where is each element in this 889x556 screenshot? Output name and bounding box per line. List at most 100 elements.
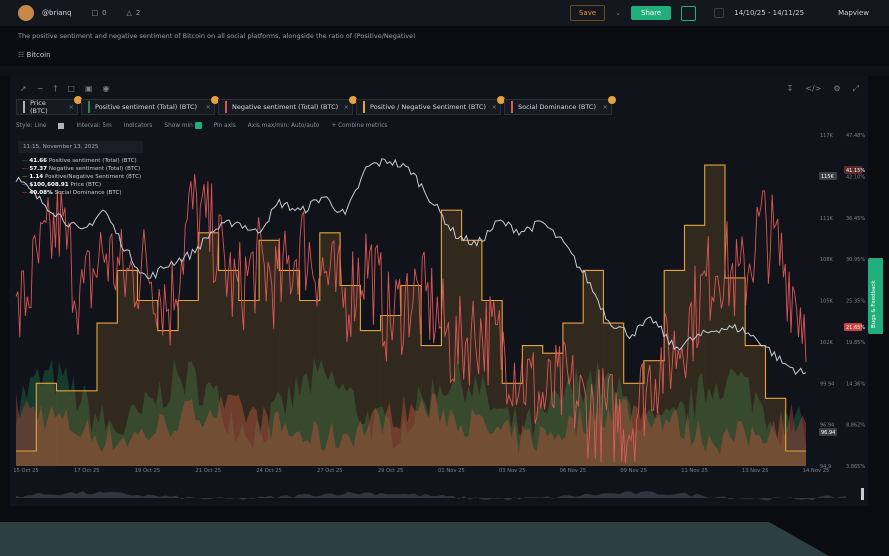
indicators-select[interactable]: Indicators <box>123 122 153 129</box>
settings-icon[interactable]: ⚙ <box>833 84 841 93</box>
interval-select[interactable]: Interval: 5m <box>76 122 112 129</box>
metric-tab-negative[interactable]: Negative sentiment (Total) (BTC) × <box>218 96 357 115</box>
chart-toolbar: ➚ − † □ ▣ ◉ <box>20 84 110 93</box>
x-tick-label: 14 Nov 25 <box>803 468 830 474</box>
metric-tabs: Price (BTC) × Positive sentiment (Total) … <box>16 96 616 115</box>
date-range[interactable]: 14/10/25 - 14/11/25 <box>734 9 805 17</box>
metric-badge <box>349 96 357 104</box>
ratio-step-fill <box>745 345 766 466</box>
pin-icon[interactable]: † <box>53 84 58 93</box>
embed-icon[interactable]: </> <box>805 84 822 93</box>
ratio-step-fill <box>400 285 422 466</box>
ratio-step-fill <box>279 270 300 466</box>
metric-color-bar <box>23 101 25 113</box>
metric-badge <box>74 96 82 104</box>
show-min-toggle[interactable]: Show min <box>164 122 202 129</box>
close-icon[interactable]: × <box>343 103 349 111</box>
tooltip-row: — 1.14 Positive/Negative Sentiment (BTC) <box>22 174 142 180</box>
pin-axis-toggle[interactable]: Pin axis <box>213 122 236 129</box>
ratio-step-fill <box>117 270 138 466</box>
ratio-step-fill <box>340 285 361 466</box>
metric-settings: Style: Line Interval: 5m Indicators Show… <box>16 122 387 129</box>
ratio-step-fill <box>441 210 462 466</box>
metric-color-bar <box>511 101 513 113</box>
price-line <box>15 158 807 376</box>
price-low-badge-bg <box>819 428 837 436</box>
style-select[interactable]: Style: Line <box>16 122 47 129</box>
ratio-step-fill <box>664 270 685 466</box>
combine-metrics-button[interactable]: + Combine metrics <box>331 122 388 129</box>
axis-range-select[interactable]: Axis max/min: Auto/auto <box>247 122 320 129</box>
metric-badge <box>608 96 616 104</box>
metric-tab-dominance[interactable]: Social Dominance (BTC) × <box>504 96 616 115</box>
eye-icon[interactable]: ◉ <box>102 84 110 93</box>
horizontal-line-icon[interactable]: − <box>36 84 44 93</box>
link-icon[interactable] <box>681 5 697 21</box>
price-tick-label: 105K <box>820 299 834 305</box>
x-tick-label: 24 Oct 25 <box>256 468 281 474</box>
metric-tab-positive[interactable]: Positive sentiment (Total) (BTC) × <box>81 96 219 115</box>
ratio-step-fill <box>16 451 37 466</box>
top-bar: @brianq □ 0 △ 2 Save ⌄ Share 14/10/25 - 14… <box>0 0 889 26</box>
metric-tab-price[interactable]: Price (BTC) × <box>16 96 82 115</box>
chevron-down-icon[interactable]: ⌄ <box>615 9 622 17</box>
x-tick-label: 06 Nov 25 <box>560 468 587 474</box>
image-icon[interactable]: ▣ <box>84 84 93 93</box>
ratio-step-fill <box>380 315 401 466</box>
username[interactable]: @brianq <box>42 9 72 17</box>
grid-icon: ☷ <box>18 51 25 59</box>
save-button[interactable]: Save <box>569 5 606 21</box>
view-mode[interactable]: Mapview <box>838 9 869 17</box>
ratio-step-fill <box>583 270 604 466</box>
draw-line-icon[interactable]: ➚ <box>20 84 27 93</box>
dominance-tick-label: 19.85% <box>846 340 865 346</box>
calendar-icon[interactable] <box>714 8 725 18</box>
divider <box>0 66 889 76</box>
fullscreen-icon[interactable]: ⤢ <box>852 84 859 93</box>
ratio-step-fill <box>36 383 57 467</box>
comments-count[interactable]: □ 0 <box>91 9 107 17</box>
checkbox-checked[interactable] <box>194 122 202 129</box>
ratio-step-fill <box>238 300 260 466</box>
color-swatch[interactable] <box>58 122 65 129</box>
ratio-step-fill <box>299 300 320 466</box>
dominance-series <box>15 174 807 464</box>
note-icon[interactable]: □ <box>67 84 75 93</box>
x-tick-label: 13 Nov 25 <box>742 468 769 474</box>
price-tick-label: 117K <box>820 133 834 139</box>
asset-selector[interactable]: ☷ Bitcoin <box>18 51 51 59</box>
dominance-tick-label: 14.36% <box>846 381 865 387</box>
like-icon: △ <box>126 9 132 17</box>
footer-band <box>0 522 889 556</box>
close-icon[interactable]: × <box>205 103 211 111</box>
metric-color-bar <box>88 101 90 113</box>
metric-tab-ratio[interactable]: Positive / Negative Sentiment (BTC) × <box>356 96 505 115</box>
ratio-step-fill <box>684 225 705 466</box>
dominance-tick-label: 25.35% <box>846 299 865 305</box>
feedback-tab[interactable]: Bugs & Feedback <box>868 258 883 334</box>
ratio-step-fill <box>56 390 77 466</box>
tooltip-row: — 57.37 Negative sentiment (Total) (BTC) <box>22 166 141 172</box>
dominance-tick-label: 42.10% <box>846 174 865 180</box>
dominance-current-badge-bg <box>844 323 862 331</box>
avatar[interactable] <box>18 5 34 21</box>
download-icon[interactable]: ↧ <box>786 84 794 93</box>
price-tick-label: 102K <box>820 340 834 346</box>
close-icon[interactable]: × <box>602 103 608 111</box>
chart-panel <box>10 76 868 506</box>
dominance-tick-label: 8.862% <box>846 423 865 429</box>
price-tick-label: 99.94 <box>820 381 834 387</box>
likes-count[interactable]: △ 2 <box>126 9 141 17</box>
share-button[interactable]: Share <box>631 6 672 20</box>
x-tick-label: 11 Nov 25 <box>681 468 708 474</box>
tooltip-row: — $100,608.91 Price (BTC) <box>22 182 102 188</box>
ratio-step-fill <box>461 240 482 466</box>
ratio-step-fill <box>319 232 341 466</box>
close-icon[interactable]: × <box>491 103 497 111</box>
price-tick-label: 111K <box>820 216 834 222</box>
ratio-step-fill <box>643 360 665 466</box>
price-high-badge-bg <box>819 172 837 180</box>
ratio-step-fill <box>704 165 725 466</box>
close-icon[interactable]: × <box>68 103 74 111</box>
